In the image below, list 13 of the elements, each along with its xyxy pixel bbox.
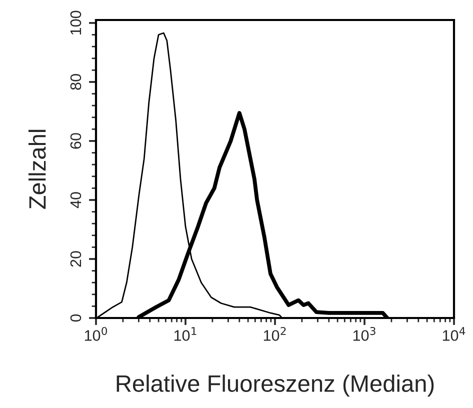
y-tick-label: 20 (70, 251, 82, 267)
x-axis-title: Relative Fluoreszenz (Median) (116, 374, 434, 397)
x-tick-label: 10$^{2}$ (264, 326, 286, 341)
x-tick-label: 10$^{4}$ (442, 327, 466, 341)
y-tick-label: 60 (70, 133, 82, 149)
x-tick-label: 10$^{3}$ (353, 326, 376, 341)
y-tick-label: 0 (70, 314, 82, 322)
y-tick-label: 80 (70, 74, 82, 90)
y-tick-label: 40 (70, 192, 82, 208)
y-axis-title: Zellzahl (28, 130, 46, 209)
x-tick-label: 10$^{1}$ (174, 327, 196, 341)
y-tick-label: 100 (70, 10, 82, 35)
x-tick-label: 10$^{0}$ (84, 326, 108, 341)
